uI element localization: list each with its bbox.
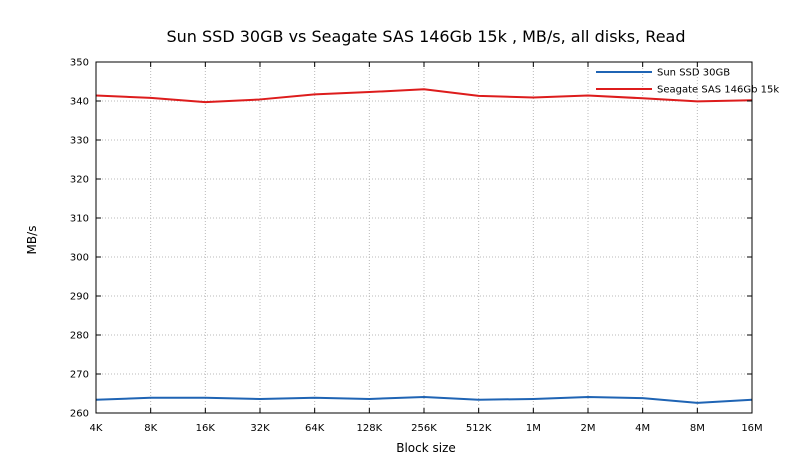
y-tick-label: 300 (70, 253, 89, 264)
x-axis-label: Block size (396, 441, 456, 455)
series-line-0 (95, 396, 753, 404)
series-lines (95, 88, 753, 404)
y-tick-label: 310 (70, 214, 89, 225)
x-tick-label: 1M (526, 423, 541, 434)
legend-label-1: Seagate SAS 146Gb 15k (657, 85, 779, 96)
x-tick-label: 8K (144, 423, 157, 434)
y-tick-label: 340 (70, 97, 89, 108)
y-tick-label: 260 (70, 409, 89, 420)
y-tick-label: 270 (70, 370, 89, 381)
y-tick-label: 280 (70, 331, 89, 342)
x-tick-label: 4M (635, 423, 650, 434)
x-tick-label: 2M (581, 423, 596, 434)
x-tick-label: 4K (90, 423, 103, 434)
legend: Sun SSD 30GB Seagate SAS 146Gb 15k (596, 68, 779, 96)
x-tick-label: 16K (196, 423, 216, 434)
x-tick-label: 512K (466, 423, 492, 434)
x-tick-label: 16M (741, 423, 762, 434)
x-tick-label: 256K (411, 423, 437, 434)
y-tick-label: 290 (70, 292, 89, 303)
chart-title: Sun SSD 30GB vs Seagate SAS 146Gb 15k , … (167, 27, 686, 46)
y-tick-label: 350 (70, 58, 89, 69)
y-axis-label: MB/s (25, 226, 39, 255)
grid (96, 62, 752, 413)
x-tick-label: 64K (305, 423, 325, 434)
axis-ticks: 260 270 280 290 300 310 320 330 340 350 4K 8K 16K 32K… (70, 58, 763, 435)
x-tick-label: 128K (357, 423, 383, 434)
y-tick-label: 320 (70, 175, 89, 186)
y-tick-label: 330 (70, 136, 89, 147)
plot-frame (95, 61, 753, 414)
series-line-1 (95, 88, 753, 104)
x-tick-label: 32K (250, 423, 270, 434)
legend-label-0: Sun SSD 30GB (657, 68, 730, 79)
x-tick-label: 8M (690, 423, 705, 434)
